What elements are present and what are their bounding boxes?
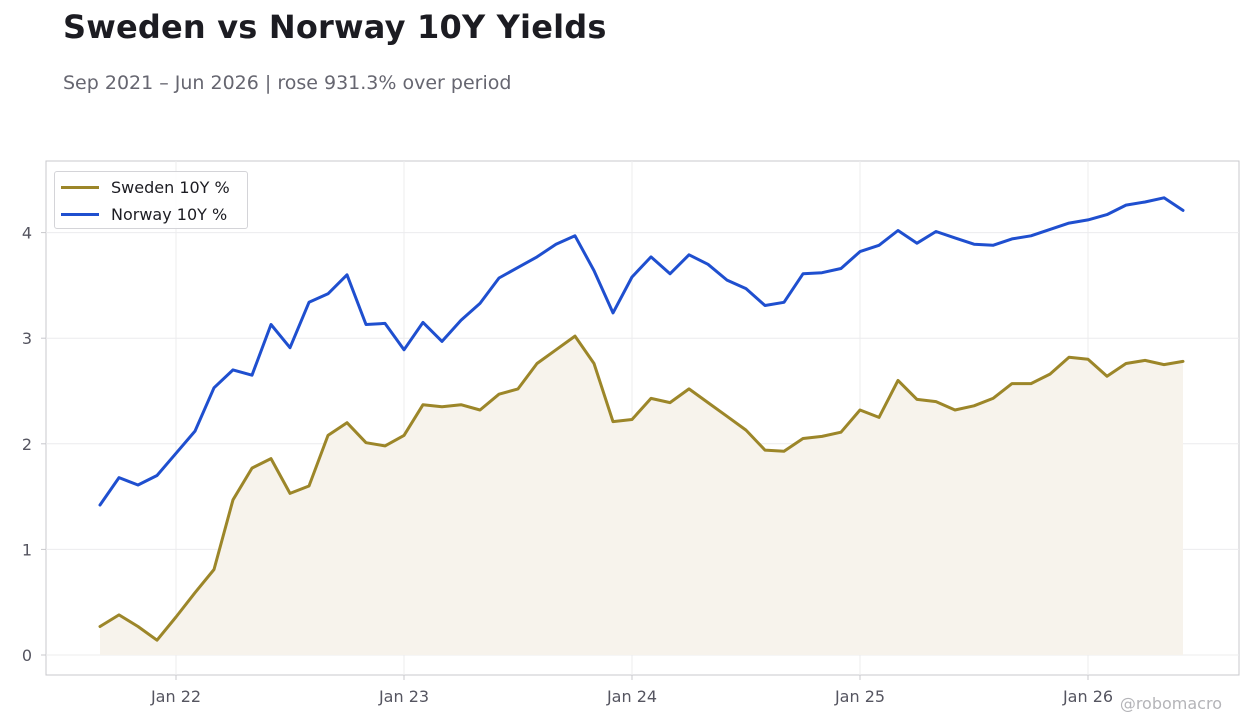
- x-tick-label: Jan 23: [378, 687, 429, 706]
- plot-frame: [45, 160, 1240, 676]
- watermark: @robomacro: [1119, 694, 1222, 713]
- y-tick-label: 1: [22, 540, 32, 559]
- chart-title: Sweden vs Norway 10Y Yields: [63, 8, 607, 46]
- series-line-sweden: [98, 334, 1185, 642]
- legend-label-sweden: Sweden 10Y %: [111, 177, 230, 197]
- legend-swatch-norway: [61, 212, 99, 216]
- x-axis-ticks: Jan 22 Jan 23 Jan 24 Jan 25 Jan 26: [150, 675, 1113, 706]
- series-lines: [98, 196, 1185, 642]
- x-tick-label: Jan 25: [834, 687, 885, 706]
- x-tick-label: Jan 26: [1062, 687, 1113, 706]
- area-fill-sweden: [100, 336, 1183, 655]
- y-tick-label: 0: [22, 646, 32, 665]
- y-tick-label: 3: [22, 329, 32, 348]
- legend: Sweden 10Y % Norway 10Y %: [54, 171, 248, 229]
- x-tick-label: Jan 24: [606, 687, 657, 706]
- legend-swatch-sweden: [61, 185, 99, 189]
- legend-item-sweden: Sweden 10Y %: [61, 176, 230, 198]
- legend-item-norway: Norway 10Y %: [61, 203, 227, 225]
- series-line-norway: [98, 196, 1185, 507]
- area-fills: [100, 336, 1183, 655]
- legend-label-norway: Norway 10Y %: [111, 204, 228, 224]
- y-tick-label: 4: [22, 224, 32, 243]
- y-tick-label: 2: [22, 435, 32, 454]
- y-axis-ticks: 0 1 2 3 4: [22, 224, 46, 665]
- x-tick-label: Jan 22: [150, 687, 201, 706]
- chart-subtitle: Sep 2021 – Jun 2026 | rose 931.3% over p…: [63, 72, 512, 94]
